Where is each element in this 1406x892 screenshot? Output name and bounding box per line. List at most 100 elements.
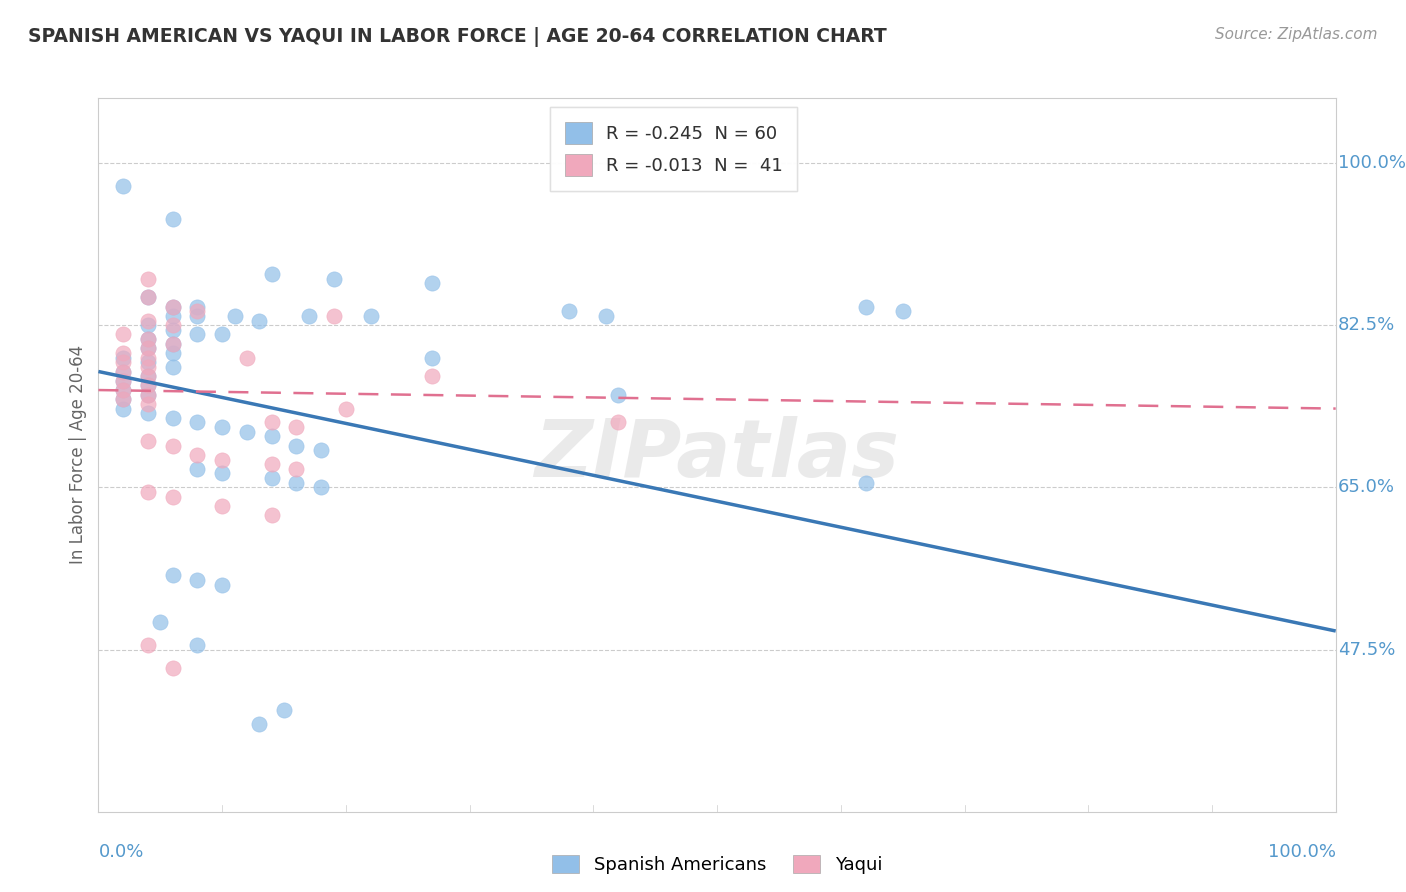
Point <box>162 490 184 504</box>
Point <box>112 364 135 378</box>
Point <box>186 448 208 462</box>
Point <box>136 359 159 374</box>
Point <box>162 300 184 314</box>
Point <box>557 304 579 318</box>
Point <box>285 439 308 453</box>
Point <box>136 406 159 420</box>
Point <box>136 272 159 286</box>
Point <box>260 416 283 430</box>
Point <box>136 313 159 327</box>
Point <box>162 661 184 675</box>
Point <box>186 416 208 430</box>
Point <box>247 716 270 731</box>
Point <box>136 355 159 369</box>
Point <box>136 397 159 411</box>
Text: Source: ZipAtlas.com: Source: ZipAtlas.com <box>1215 27 1378 42</box>
Point <box>112 346 135 360</box>
Point <box>422 351 444 365</box>
Point <box>112 374 135 388</box>
Point <box>211 467 233 481</box>
Point <box>162 300 184 314</box>
Point <box>149 615 172 629</box>
Text: 100.0%: 100.0% <box>1268 843 1336 861</box>
Point <box>260 471 283 485</box>
Point <box>136 434 159 448</box>
Point <box>236 351 259 365</box>
Point <box>136 351 159 365</box>
Point <box>136 332 159 346</box>
Point <box>112 392 135 407</box>
Point <box>162 336 184 351</box>
Point <box>309 443 332 458</box>
Point <box>422 277 444 291</box>
Point <box>186 573 208 587</box>
Point <box>211 577 233 591</box>
Point <box>162 346 184 360</box>
Text: 65.0%: 65.0% <box>1339 478 1395 496</box>
Point <box>186 300 208 314</box>
Text: ZIPatlas: ZIPatlas <box>534 416 900 494</box>
Point <box>136 332 159 346</box>
Point <box>309 480 332 494</box>
Point <box>855 300 877 314</box>
Point <box>162 359 184 374</box>
Point <box>211 499 233 513</box>
Point <box>112 355 135 369</box>
Point <box>136 485 159 500</box>
Point <box>136 378 159 392</box>
Point <box>112 327 135 342</box>
Point <box>162 568 184 582</box>
Point <box>112 383 135 397</box>
Point <box>211 452 233 467</box>
Point <box>136 378 159 392</box>
Point <box>136 318 159 333</box>
Point <box>136 342 159 356</box>
Point <box>162 439 184 453</box>
Point <box>136 387 159 401</box>
Point <box>162 211 184 226</box>
Point <box>136 290 159 304</box>
Point <box>136 342 159 356</box>
Point <box>186 327 208 342</box>
Point <box>162 323 184 337</box>
Point <box>112 364 135 378</box>
Point <box>260 508 283 523</box>
Text: 82.5%: 82.5% <box>1339 316 1395 334</box>
Point <box>186 304 208 318</box>
Point <box>162 318 184 333</box>
Point <box>186 638 208 652</box>
Point <box>136 387 159 401</box>
Point <box>136 638 159 652</box>
Point <box>112 401 135 416</box>
Text: 47.5%: 47.5% <box>1339 640 1396 658</box>
Point <box>112 179 135 194</box>
Point <box>186 462 208 476</box>
Point <box>186 309 208 323</box>
Point <box>422 369 444 384</box>
Legend: R = -0.245  N = 60, R = -0.013  N =  41: R = -0.245 N = 60, R = -0.013 N = 41 <box>550 107 797 191</box>
Point <box>136 369 159 384</box>
Text: 100.0%: 100.0% <box>1339 154 1406 172</box>
Point <box>136 369 159 384</box>
Point <box>322 272 344 286</box>
Point <box>607 387 630 401</box>
Point <box>260 267 283 281</box>
Point <box>607 416 630 430</box>
Point <box>298 309 321 323</box>
Point <box>112 374 135 388</box>
Point <box>247 313 270 327</box>
Point <box>136 290 159 304</box>
Point <box>224 309 246 323</box>
Point <box>112 392 135 407</box>
Point <box>211 420 233 434</box>
Point <box>891 304 914 318</box>
Y-axis label: In Labor Force | Age 20-64: In Labor Force | Age 20-64 <box>69 345 87 565</box>
Point <box>112 351 135 365</box>
Point <box>260 429 283 443</box>
Point <box>162 410 184 425</box>
Point <box>112 383 135 397</box>
Text: SPANISH AMERICAN VS YAQUI IN LABOR FORCE | AGE 20-64 CORRELATION CHART: SPANISH AMERICAN VS YAQUI IN LABOR FORCE… <box>28 27 887 46</box>
Point <box>360 309 382 323</box>
Point <box>595 309 617 323</box>
Point <box>322 309 344 323</box>
